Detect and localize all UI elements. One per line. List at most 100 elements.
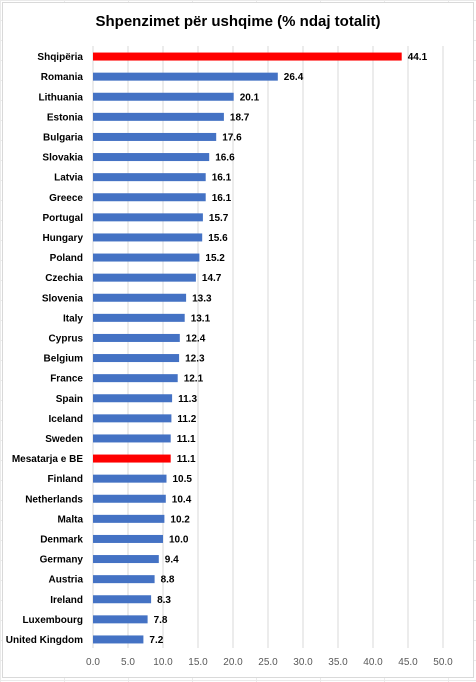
data-label: 8.8 [161,575,175,586]
bar [93,313,185,322]
category-label: Finland [47,474,83,485]
bar [93,193,206,202]
category-label: Sweden [45,434,83,445]
data-label: 7.8 [154,615,168,626]
data-label: 10.2 [170,514,190,525]
category-label: United Kingdom [6,635,83,646]
bar [93,112,224,121]
data-label: 11.2 [177,414,196,425]
bar [93,132,217,141]
data-label: 12.1 [184,374,204,385]
bar [93,92,234,101]
data-label: 11.1 [177,454,196,465]
data-label: 8.3 [157,595,171,606]
x-tick-label: 25.0 [258,657,278,668]
category-label: Austria [49,575,84,586]
category-label: Malta [57,514,83,525]
bar [93,414,172,423]
bar [93,434,171,443]
data-label: 12.4 [186,333,206,344]
bar [93,555,159,564]
data-label: 12.3 [185,354,205,365]
category-label: Mesatarja e BE [12,454,83,465]
bar [93,173,206,182]
category-label: Estonia [47,112,84,123]
bar [93,615,148,624]
bar [93,273,196,282]
data-label: 11.3 [178,394,197,405]
bar [93,575,155,584]
category-label: Germany [40,555,84,566]
data-label: 15.2 [205,253,225,264]
x-tick-label: 40.0 [363,657,383,668]
bar [93,474,167,483]
category-label: Iceland [49,414,83,425]
category-label: Poland [50,253,83,264]
data-label: 15.7 [209,213,229,224]
x-tick-label: 35.0 [328,657,348,668]
category-label: Greece [49,193,83,204]
data-label: 10.5 [173,474,193,485]
data-label: 18.7 [230,112,250,123]
category-label: Denmark [40,534,83,545]
bar [93,233,203,242]
bar [93,333,180,342]
category-label: Ireland [50,595,83,606]
bar [93,52,402,61]
data-label: 13.3 [192,293,212,304]
data-label: 9.4 [165,555,179,566]
bar [93,213,203,222]
bar [93,374,178,383]
x-tick-label: 30.0 [293,657,313,668]
data-label: 10.0 [169,534,189,545]
x-tick-label: 0.0 [86,657,100,668]
data-label: 20.1 [240,92,260,103]
data-label: 13.1 [191,313,211,324]
bar [93,253,200,262]
data-label: 16.6 [215,153,235,164]
category-label: Netherlands [25,494,83,505]
chart-title: Shpenzimet për ushqime (% ndaj totalit) [95,13,381,30]
category-label: Belgium [44,354,84,365]
bar [93,635,144,644]
category-label: Czechia [45,273,83,284]
x-tick-label: 45.0 [398,657,418,668]
x-tick-label: 20.0 [223,657,243,668]
category-label: Latvia [54,173,83,184]
category-label: Spain [56,394,83,405]
bar [93,494,166,503]
data-label: 26.4 [284,72,304,83]
bar [93,354,180,363]
category-label: Luxembourg [22,615,83,626]
data-label: 11.1 [177,434,196,445]
bar [93,595,152,604]
category-label: Italy [63,313,83,324]
category-label: Portugal [42,213,83,224]
x-tick-label: 5.0 [121,657,135,668]
category-label: Hungary [42,233,83,244]
bar [93,153,210,162]
category-label: Slovenia [42,293,84,304]
bar [93,72,278,81]
bar [93,534,163,543]
data-label: 16.1 [212,173,232,184]
category-label: Shqipëria [37,52,83,63]
data-label: 10.4 [172,494,192,505]
category-label: Romania [41,72,84,83]
data-label: 44.1 [408,52,428,63]
bar [93,394,173,403]
x-tick-label: 10.0 [153,657,173,668]
x-tick-label: 15.0 [188,657,208,668]
category-label: Cyprus [49,333,84,344]
category-label: Lithuania [39,92,84,103]
category-label: Bulgaria [43,132,83,143]
data-label: 17.6 [222,132,242,143]
category-label: France [50,374,83,385]
data-label: 16.1 [212,193,232,204]
bar [93,454,171,463]
data-label: 7.2 [149,635,163,646]
data-label: 14.7 [202,273,222,284]
data-label: 15.6 [208,233,228,244]
